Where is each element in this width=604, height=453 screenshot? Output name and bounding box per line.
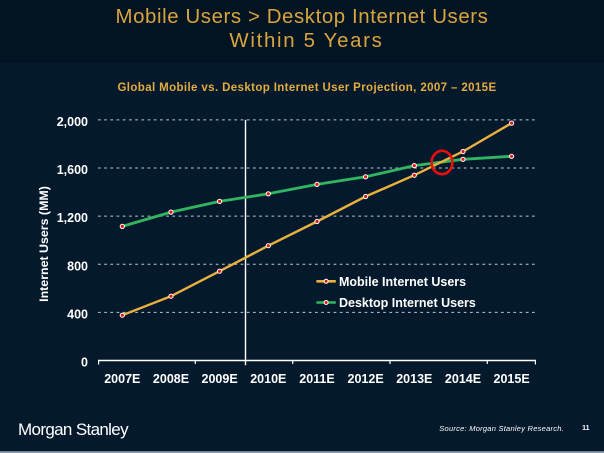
- svg-text:2008E: 2008E: [153, 372, 189, 386]
- svg-text:2014E: 2014E: [445, 372, 481, 386]
- svg-text:2,000: 2,000: [57, 115, 88, 129]
- svg-text:Mobile Internet Users: Mobile Internet Users: [339, 275, 466, 289]
- svg-text:2009E: 2009E: [202, 372, 238, 386]
- svg-text:1,600: 1,600: [57, 163, 88, 177]
- svg-text:Desktop Internet Users: Desktop Internet Users: [339, 296, 476, 310]
- svg-text:2011E: 2011E: [299, 372, 334, 386]
- svg-text:2013E: 2013E: [396, 372, 432, 386]
- svg-text:2012E: 2012E: [348, 372, 384, 386]
- svg-text:400: 400: [67, 307, 88, 321]
- svg-text:2010E: 2010E: [250, 372, 286, 386]
- svg-text:2007E: 2007E: [104, 372, 140, 386]
- svg-text:0: 0: [81, 356, 88, 370]
- svg-text:2015E: 2015E: [494, 372, 530, 386]
- svg-text:Internet Users (MM): Internet Users (MM): [37, 186, 51, 302]
- svg-text:1,200: 1,200: [57, 211, 88, 225]
- svg-text:800: 800: [67, 259, 88, 273]
